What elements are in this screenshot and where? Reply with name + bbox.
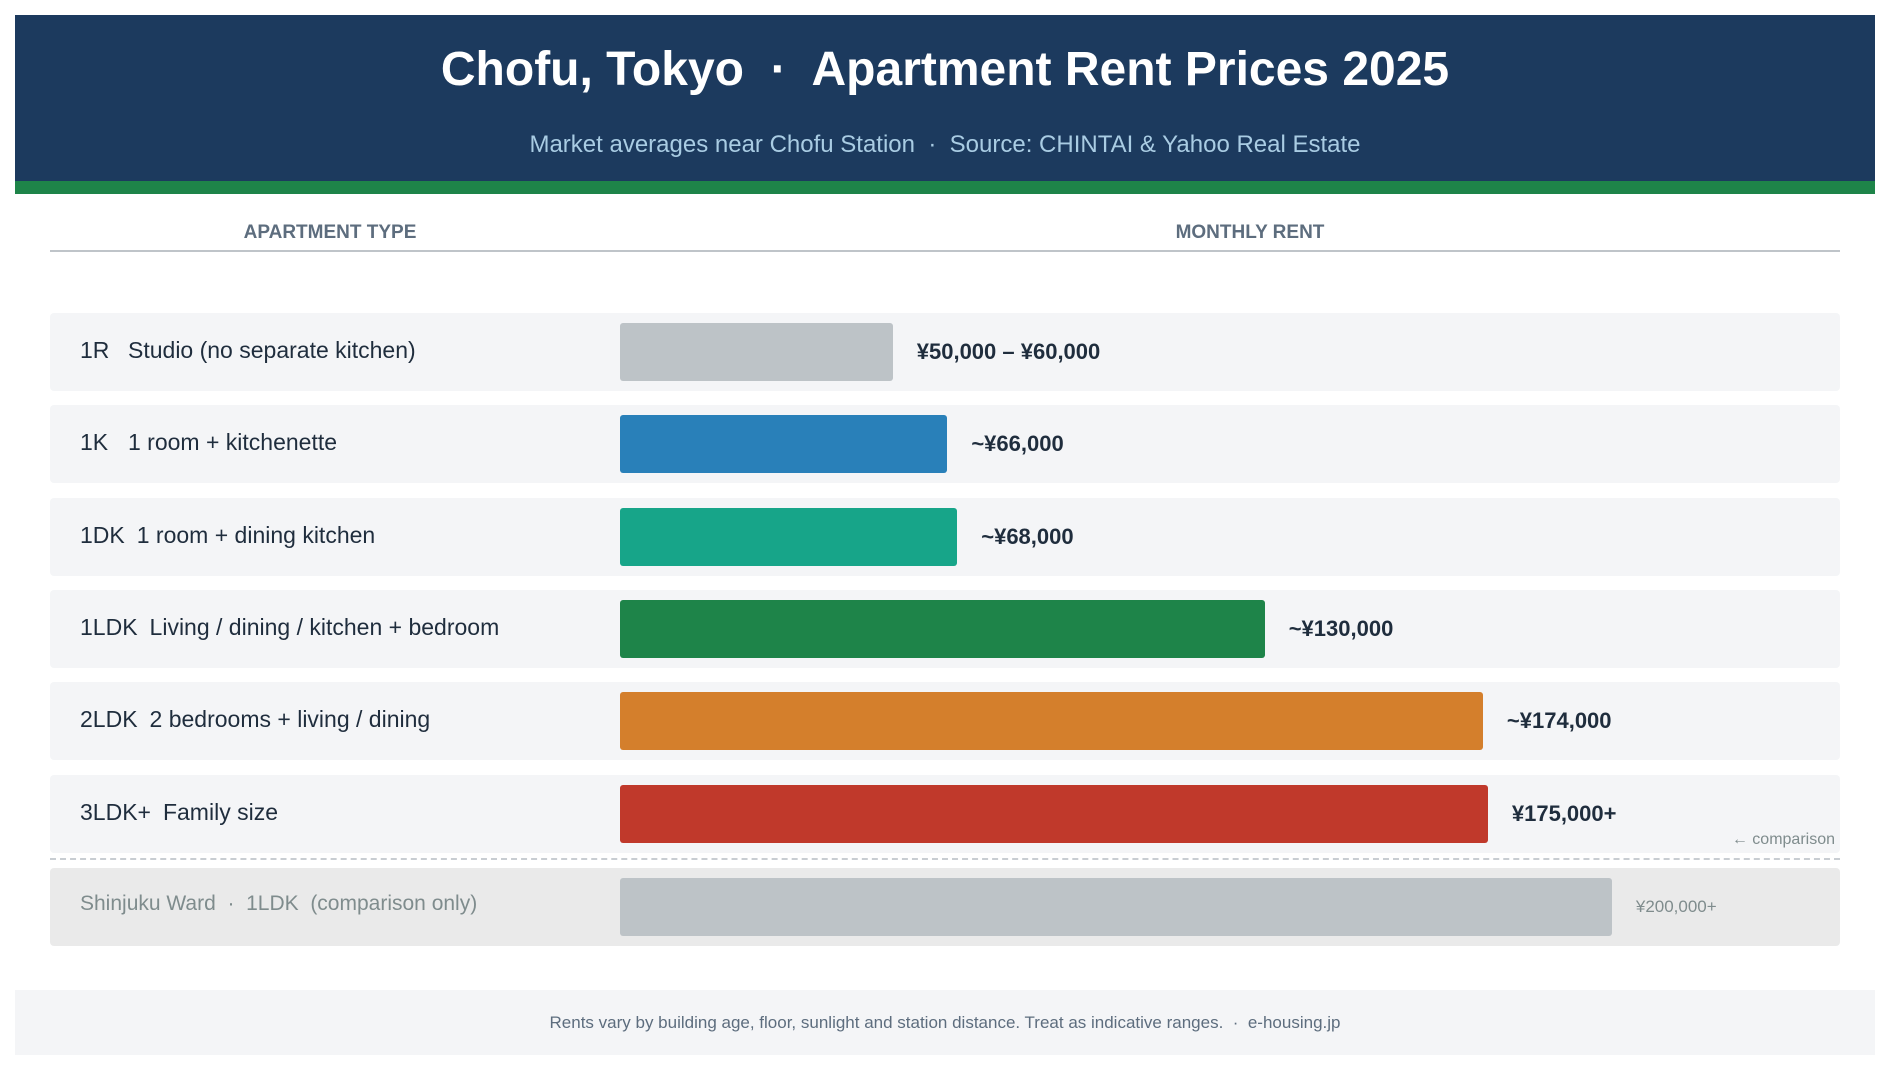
category-description: 1 room + kitchenette [128,429,338,456]
row: 3LDK+ Family size ¥175,000+ [50,774,1840,853]
category-code: 3LDK+ [80,798,151,825]
category-code: 2LDK [80,706,138,733]
row: 1K 1 room + kitchenette ~¥66,000 [50,405,1840,484]
bar [620,784,1488,843]
comparison-bar [620,878,1612,936]
value-label: ~¥130,000 [1288,615,1394,641]
bar [620,599,1265,658]
category-description: Living / dining / kitchen + bedroom [149,613,500,640]
bar [620,692,1483,751]
header-stripe [15,181,1875,194]
category-description: Family size [162,798,278,825]
divider [50,858,1840,860]
row: 1DK 1 room + dining kitchen ~¥68,000 [50,497,1840,576]
header [15,15,1875,181]
row: 1LDK Living / dining / kitchen + bedroom ~… [50,589,1840,668]
category-code: 1K [80,429,109,456]
category-code: 1LDK [80,613,138,640]
footer: Rents vary by building age, floor, sunli… [15,990,1875,1055]
comparison-note: ← comparison [1731,831,1835,848]
subtitle: Market averages near Chofu Station · Sou… [529,131,1361,158]
value-label: ~¥68,000 [981,523,1074,549]
value-label: ¥175,000+ [1511,800,1617,826]
bar [620,415,948,474]
value-label: ~¥66,000 [971,431,1064,457]
row: 2LDK 2 bedrooms + living / dining ~¥174,00… [50,682,1840,761]
row: 1R Studio (no separate kitchen) ¥50,000 – … [50,313,1840,391]
header-rule [50,250,1840,252]
category-code: 1R [80,337,110,363]
bar [620,323,893,381]
column-header: MONTHLY RENT [1175,222,1325,243]
value-label: ~¥174,000 [1506,708,1612,734]
title: Chofu, Tokyo · Apartment Rent Prices 202… [440,43,1450,96]
comparison-row: Shinjuku Ward · 1LDK (comparison only) ¥2… [50,868,1840,946]
category-code: 1DK [80,521,125,548]
value-label: ¥50,000 – ¥60,000 [916,339,1101,364]
category-description: 1 room + dining kitchen [136,521,376,548]
category-description: 2 bedrooms + living / dining [149,706,431,733]
column-header: APARTMENT TYPE [243,222,417,243]
category-description: Studio (no separate kitchen) [128,337,416,363]
bar [620,507,958,566]
comparison-value-label: ¥200,000+ [1635,897,1717,916]
comparison-label: Shinjuku Ward · 1LDK (comparison only) [80,892,478,915]
